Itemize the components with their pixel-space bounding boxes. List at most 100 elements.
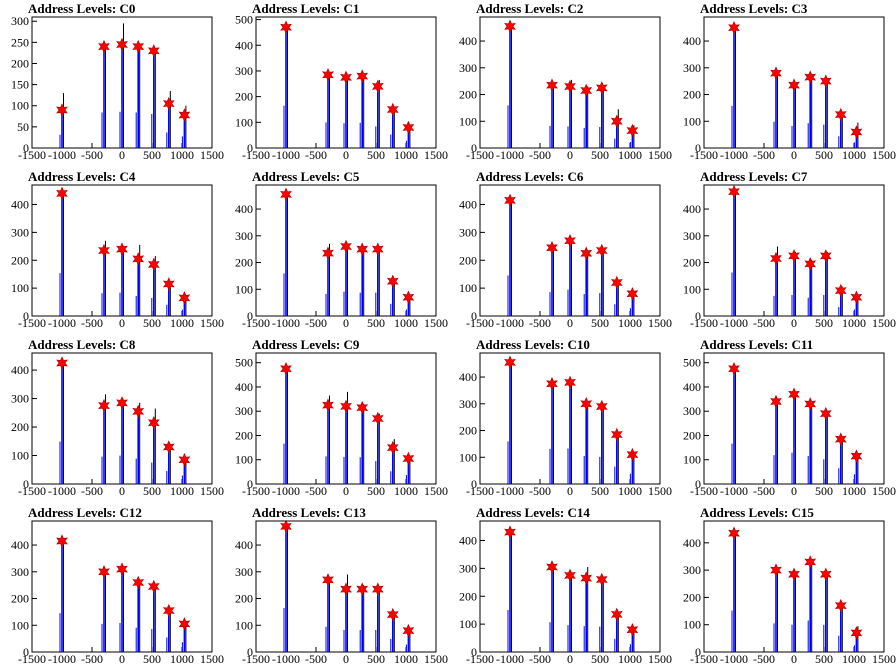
peak-marker-star [819, 567, 832, 581]
peak-marker-star [116, 562, 128, 576]
y-tick-label: 300 [235, 64, 253, 78]
y-tick-label: 200 [235, 428, 253, 442]
peak-marker-star [322, 398, 334, 412]
y-tick-label: 200 [11, 420, 29, 434]
y-tick-label: 0 [247, 645, 253, 659]
peak-marker-star [546, 78, 558, 92]
y-tick-label: 300 [683, 563, 701, 577]
y-tick-label: 300 [683, 61, 701, 75]
peak-marker-star [98, 398, 110, 413]
x-tick-label: -1000 [48, 484, 76, 498]
y-tick-label: 300 [11, 14, 29, 28]
x-tick-label: 1500 [872, 484, 896, 498]
y-tick-label: 100 [11, 449, 29, 463]
y-tick-label: 300 [459, 397, 477, 411]
x-tick-label: -1500 [690, 148, 718, 162]
x-tick-label: -1000 [720, 484, 748, 498]
x-tick-label: 1000 [170, 652, 194, 666]
peak-marker-star [132, 252, 145, 266]
y-tick-label: 0 [471, 477, 477, 491]
y-tick-label: 400 [235, 538, 253, 552]
peak-marker-star [386, 274, 399, 288]
chart-title: Address Levels: C2 [476, 1, 583, 16]
peak-marker-star [610, 114, 623, 129]
peak-marker-star [728, 362, 740, 376]
y-tick-label: 400 [683, 380, 701, 394]
x-tick-label: -1500 [18, 652, 46, 666]
y-tick-label: 300 [459, 225, 477, 239]
y-tick-label: 300 [459, 61, 477, 75]
y-tick-label: 400 [11, 198, 29, 212]
y-tick-label: 100 [235, 282, 253, 296]
peak-marker-star [402, 451, 415, 466]
peak-marker-star [804, 70, 817, 84]
x-tick-label: -500 [753, 148, 775, 162]
peak-marker-star [371, 79, 384, 94]
x-tick-label: 1500 [648, 652, 672, 666]
histogram-svg: Address Levels: C11 0 100 200 300 400 500 -1500… [683, 337, 896, 498]
peak-marker-star [728, 526, 740, 541]
x-tick-label: 1000 [618, 316, 642, 330]
peak-marker-star [98, 243, 110, 258]
peak-marker-star [850, 626, 863, 640]
x-tick-label: -500 [753, 484, 775, 498]
peak-marker-star [834, 283, 847, 298]
peak-marker-star [116, 37, 128, 52]
y-tick-label: 100 [683, 114, 701, 128]
x-tick-label: 1000 [618, 148, 642, 162]
x-tick-label: 500 [143, 652, 161, 666]
peak-marker-star [564, 233, 576, 248]
peak-marker-star [340, 239, 352, 254]
y-tick-label: 400 [11, 363, 29, 377]
y-tick-label: 300 [11, 392, 29, 406]
peak-marker-star [819, 406, 832, 421]
histogram-svg: Address Levels: C10100200300400500-1500-… [235, 1, 448, 162]
x-tick-label: -1000 [720, 652, 748, 666]
peak-marker-star [595, 399, 608, 414]
y-tick-label: 300 [459, 561, 477, 575]
peak-marker-star [626, 286, 639, 301]
x-tick-label: 500 [367, 316, 385, 330]
x-tick-label: -1500 [242, 652, 270, 666]
chart-title: Address Levels: C8 [28, 337, 136, 352]
histogram-svg: Address Levels: C10 0 100 200 300 400 -1500 -10… [459, 337, 672, 498]
x-tick-label: -500 [305, 484, 327, 498]
y-tick-label: 200 [683, 428, 701, 442]
x-tick-label: 1000 [394, 652, 418, 666]
y-tick-label: 0 [23, 309, 29, 323]
peak-marker-star [610, 427, 623, 442]
peak-marker-star [504, 19, 516, 34]
y-tick-label: 150 [11, 78, 29, 92]
x-tick-label: -1000 [48, 316, 76, 330]
histogram-svg: Address Levels: C90100200300400500-1500-… [235, 337, 448, 498]
x-tick-label: 500 [367, 148, 385, 162]
histogram-svg: Address Levels: C8 0 100 200 300 400 -1500 -100… [11, 337, 224, 498]
y-tick-label: 400 [459, 198, 477, 212]
chart-title: Address Levels: C4 [28, 169, 136, 184]
peak-marker-star [132, 39, 145, 54]
x-tick-label: 1000 [394, 316, 418, 330]
y-tick-label: 100 [683, 282, 701, 296]
peak-marker-star [322, 246, 334, 260]
peak-marker-star [98, 565, 110, 579]
peak-marker-star [834, 432, 847, 446]
x-tick-label: 0 [119, 652, 125, 666]
x-tick-label: -1000 [48, 148, 76, 162]
peak-marker-star [56, 534, 68, 548]
x-tick-label: -500 [529, 484, 551, 498]
peak-marker-star [386, 102, 399, 117]
y-tick-label: 0 [471, 309, 477, 323]
x-tick-label: 1000 [170, 148, 194, 162]
peak-marker-star [850, 125, 863, 139]
x-tick-label: -1000 [48, 652, 76, 666]
peak-marker-star [834, 107, 847, 122]
chart-panel-c8: Address Levels: C8 0 100 200 300 400 -1500 -100… [0, 336, 224, 504]
peak-marker-star [162, 96, 175, 111]
y-tick-label: 400 [11, 538, 29, 552]
chart-title: Address Levels: C13 [252, 505, 366, 520]
peak-marker-star [804, 555, 817, 569]
histogram-svg: Address Levels: C12 0 100 200 300 400 -1500 -10… [11, 505, 224, 666]
chart-panel-c10: Address Levels: C10 0 100 200 300 400 -1500 -10… [448, 336, 672, 504]
peak-marker-star [504, 525, 516, 539]
x-tick-label: -1000 [496, 316, 524, 330]
